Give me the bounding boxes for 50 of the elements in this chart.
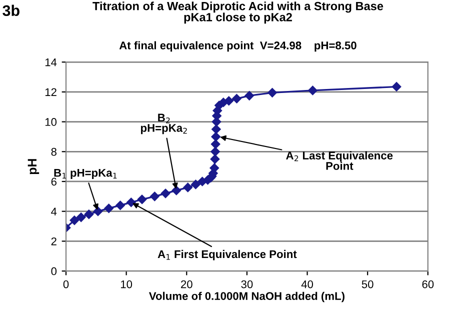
point [104,204,114,213]
point [160,188,170,198]
point [392,82,402,92]
y-tick-label: 12 [45,88,56,96]
point [172,186,182,196]
point [212,124,221,134]
x-tick-label: 30 [241,280,253,288]
y-tick-label: 14 [45,58,57,66]
y-tick-label: 4 [51,208,57,216]
y-tick-label: 6 [51,178,56,186]
x-tick-label: 40 [301,280,314,288]
y-axis-title: pH [28,159,40,174]
x-tick-label: 0 [63,280,69,288]
point [137,194,147,204]
x-axis-title: Volume of 0.1000M NaOH added (mL) [148,292,344,302]
point [116,200,125,210]
point [210,163,220,173]
y-tick-label: 0 [51,267,57,276]
point [212,117,222,126]
y-tick-label: 10 [45,118,57,126]
annotation: B$_{2}$ pH=pKa$_{2}$ [141,114,187,134]
point [210,147,220,156]
x-tick-label: 60 [422,280,434,288]
point [126,198,136,208]
annotation: A$_{2}$ Last Equivalence Point [286,151,393,170]
point [268,88,277,98]
annotation: A$_{1}$ First Equivalence Point [158,250,297,260]
point [210,140,220,149]
point [183,182,192,192]
x-tick-label: 20 [181,280,192,288]
x-tick-label: 10 [120,280,132,288]
chart-title: Titration of a Weak Diprotic Acid with a Strong Base pKa1 close to pKa2 [92,2,384,24]
point [211,132,221,142]
point [191,180,200,190]
text: 3b [2,4,20,16]
point [244,91,254,100]
point [224,96,234,106]
point [70,216,80,225]
y-tick-label: 8 [51,148,56,156]
y-tick-label: 2 [51,237,56,246]
point [150,192,160,202]
x-tick-label: 50 [362,280,374,288]
chart-subtitle: At final equivalence point V=24.98 pH=8.50 [119,41,356,52]
annotation: B$_{1}$ pH=pKa$_{1}$ [54,169,117,179]
point [308,86,318,96]
point [210,154,220,164]
point [93,206,103,216]
point [76,212,86,222]
point [232,94,242,104]
point [84,210,94,219]
